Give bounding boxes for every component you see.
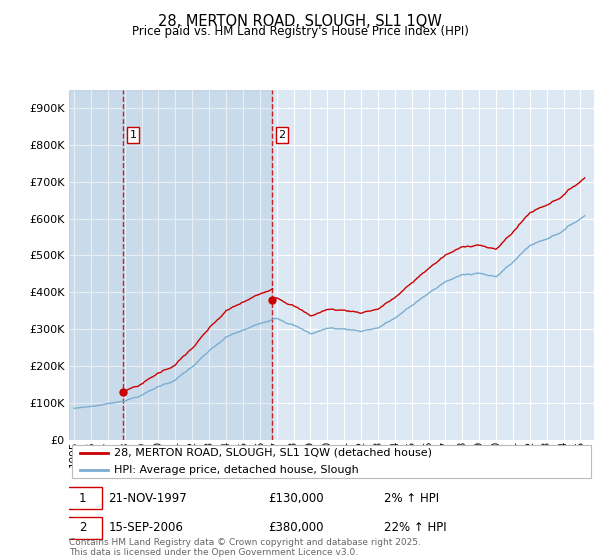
Text: 28, MERTON ROAD, SLOUGH, SL1 1QW: 28, MERTON ROAD, SLOUGH, SL1 1QW xyxy=(158,14,442,29)
Text: 2: 2 xyxy=(79,521,86,534)
FancyBboxPatch shape xyxy=(64,487,101,509)
Text: 1: 1 xyxy=(130,130,137,140)
Text: Contains HM Land Registry data © Crown copyright and database right 2025.
This d: Contains HM Land Registry data © Crown c… xyxy=(69,538,421,557)
FancyBboxPatch shape xyxy=(64,517,101,539)
Text: Price paid vs. HM Land Registry's House Price Index (HPI): Price paid vs. HM Land Registry's House … xyxy=(131,25,469,39)
Text: 1: 1 xyxy=(79,492,86,505)
Text: £130,000: £130,000 xyxy=(269,492,324,505)
Text: 2% ↑ HPI: 2% ↑ HPI xyxy=(384,492,439,505)
Text: 22% ↑ HPI: 22% ↑ HPI xyxy=(384,521,446,534)
Bar xyxy=(69,90,272,440)
Text: 2: 2 xyxy=(278,130,286,140)
Text: 21-NOV-1997: 21-NOV-1997 xyxy=(109,492,187,505)
Text: HPI: Average price, detached house, Slough: HPI: Average price, detached house, Slou… xyxy=(113,465,358,475)
FancyBboxPatch shape xyxy=(71,445,592,478)
Text: 15-SEP-2006: 15-SEP-2006 xyxy=(109,521,183,534)
Text: £380,000: £380,000 xyxy=(269,521,324,534)
Text: 28, MERTON ROAD, SLOUGH, SL1 1QW (detached house): 28, MERTON ROAD, SLOUGH, SL1 1QW (detach… xyxy=(113,448,431,458)
